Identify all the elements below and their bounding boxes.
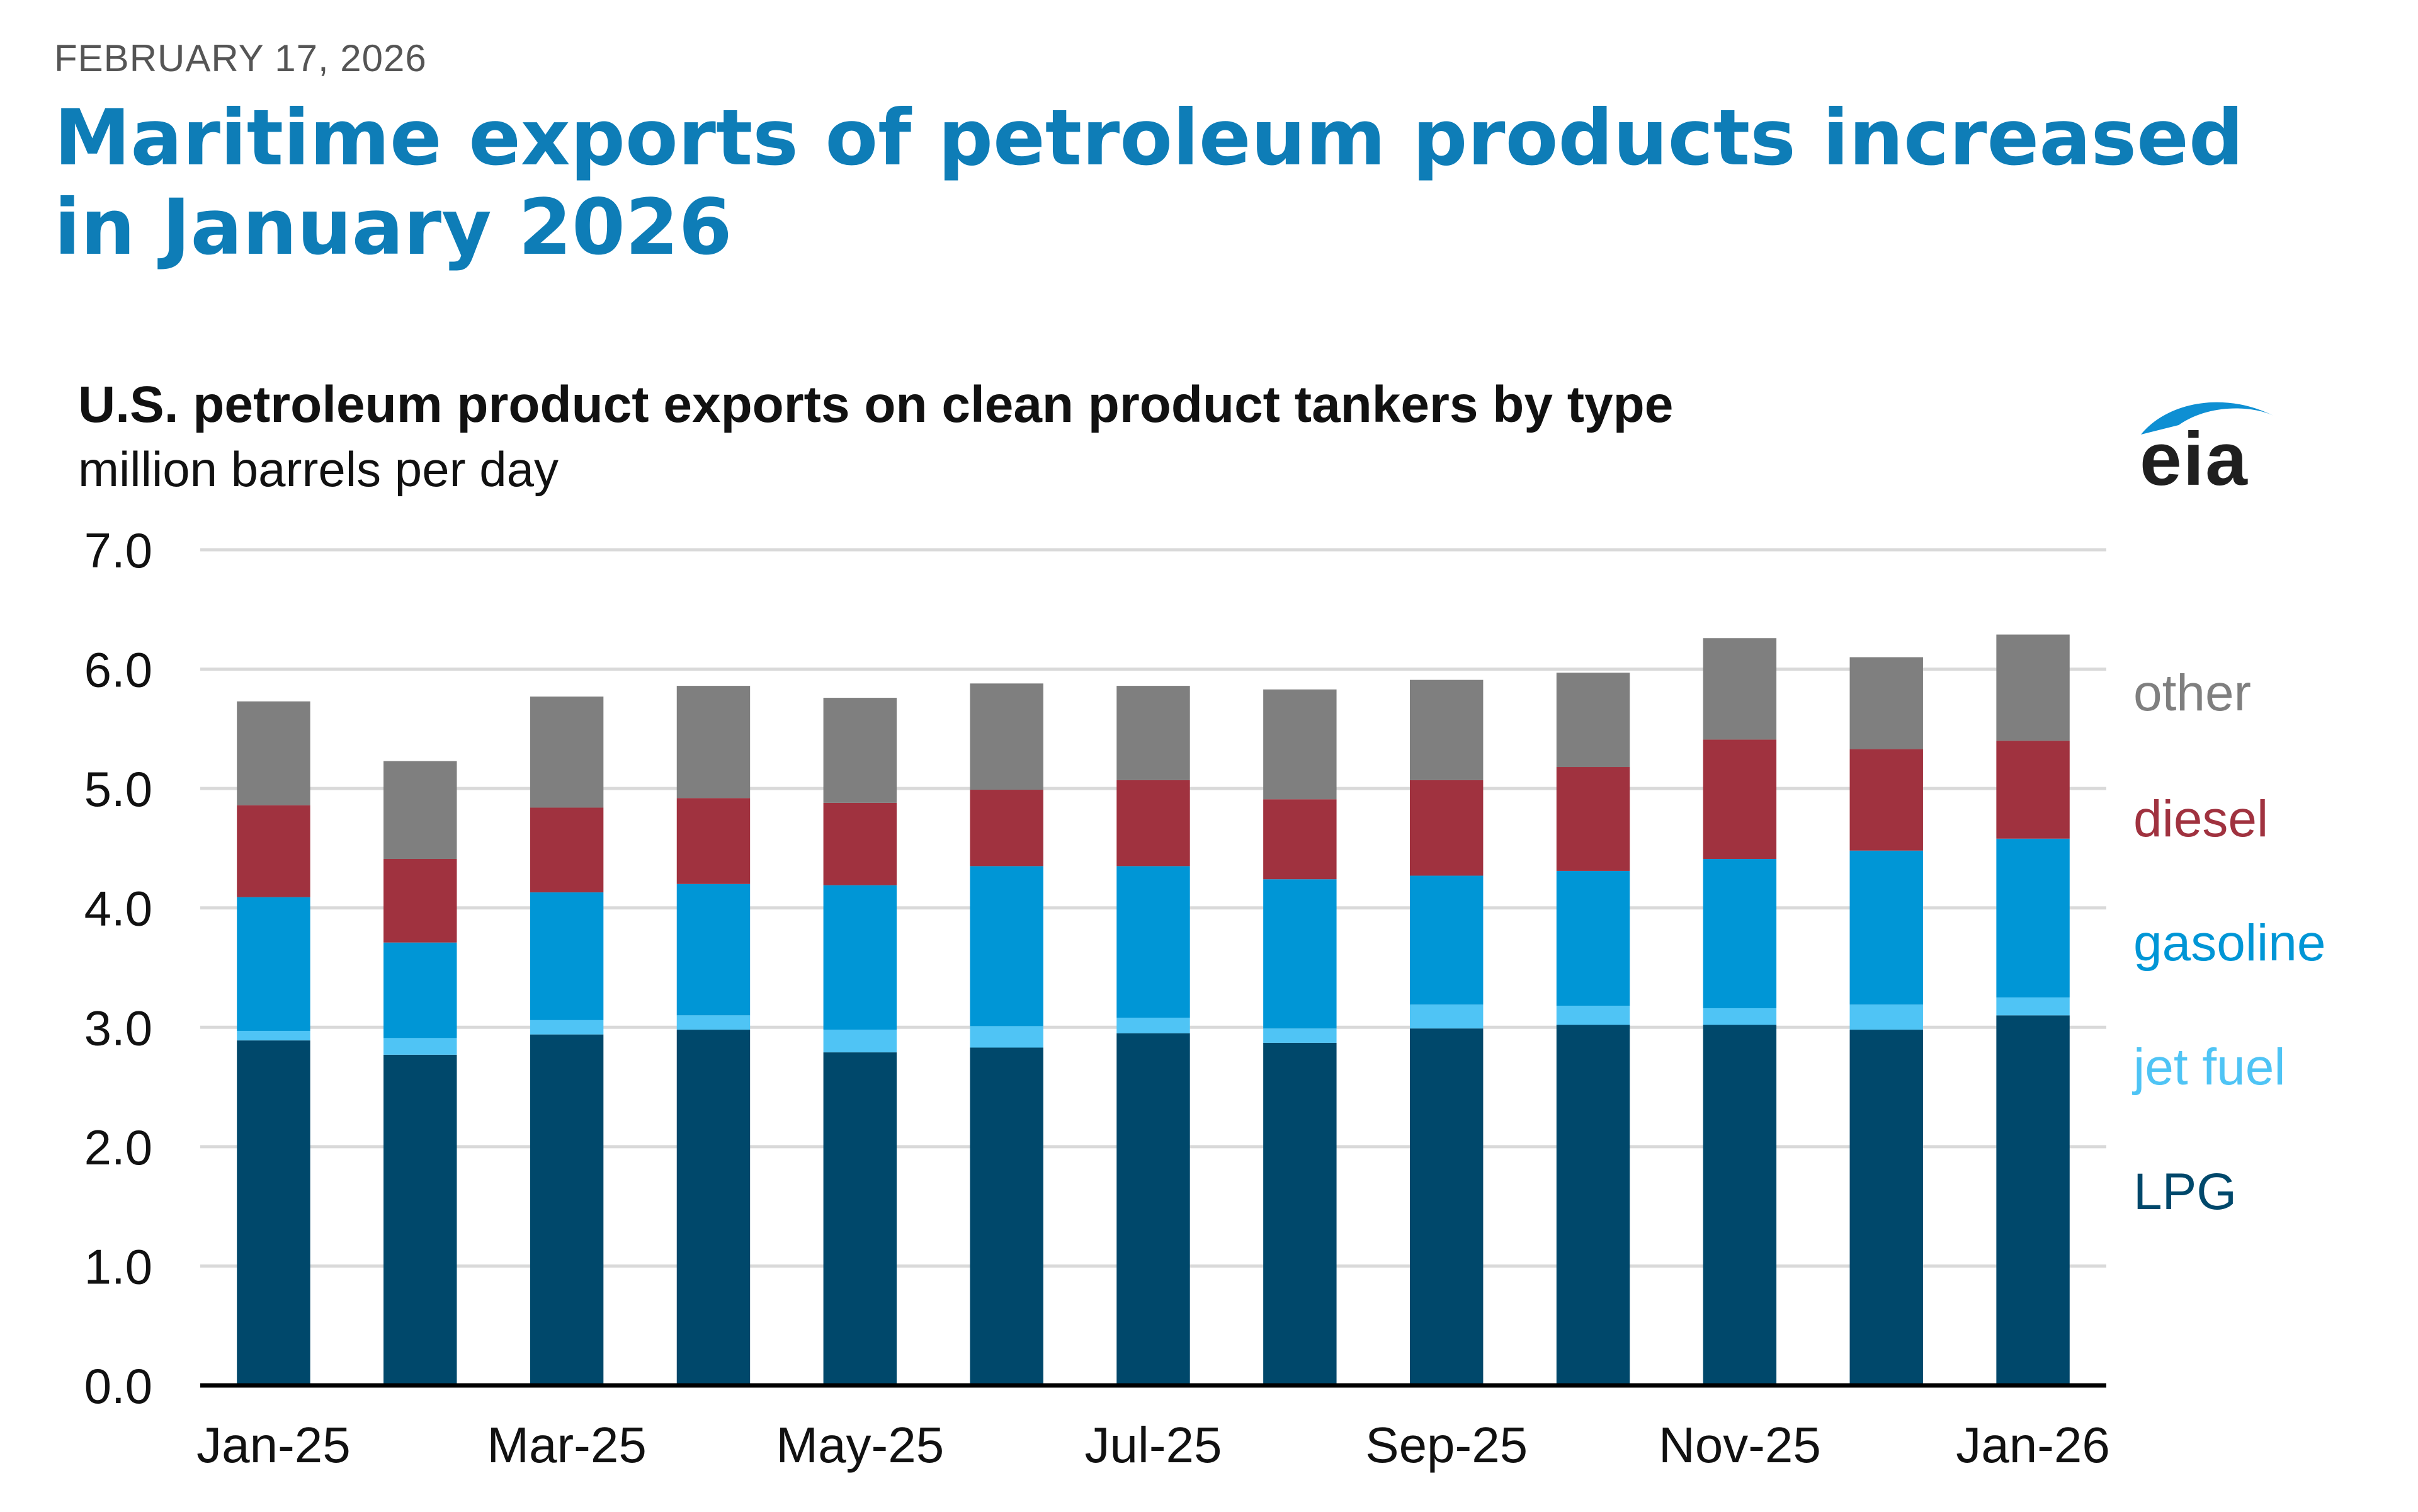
bar-segment	[1263, 689, 1337, 800]
bar-segment	[1703, 739, 1777, 859]
bar-segment	[823, 1052, 897, 1385]
bar-segments	[237, 634, 2070, 1385]
bar-segment	[1263, 879, 1337, 1029]
x-tick-label: Sep-25	[1365, 1417, 1528, 1473]
bar-segment	[1849, 1030, 1923, 1385]
y-tick-label: 4.0	[84, 881, 152, 936]
bar-segment	[530, 1020, 604, 1035]
bar-segment	[970, 866, 1043, 1026]
bar-segment	[1409, 679, 1484, 780]
bar-segment	[237, 1030, 310, 1041]
bar-segment	[676, 798, 751, 884]
bar-segment	[1409, 1028, 1484, 1385]
bar-segment	[1116, 780, 1190, 867]
legend-label-jet-fuel: jet fuel	[2132, 1038, 2286, 1096]
bar-segment	[237, 1040, 310, 1385]
bar-segment	[676, 884, 751, 1016]
bar-segment	[1116, 686, 1190, 780]
legend-label-lpg: LPG	[2133, 1163, 2237, 1220]
bar-segment	[823, 885, 897, 1030]
legend: other diesel gasoline jet fuel LPG	[2132, 664, 2325, 1220]
bar-segment	[1409, 1004, 1484, 1029]
bar-segment	[530, 807, 604, 893]
x-tick-label: Jan-26	[1956, 1417, 2110, 1473]
x-tick-label: Mar-25	[487, 1417, 646, 1473]
bar-segment	[676, 686, 751, 799]
publication-date: FEBRUARY 17, 2026	[54, 37, 427, 79]
bar-segment	[970, 1026, 1043, 1048]
legend-label-diesel: diesel	[2133, 790, 2268, 848]
y-tick-label: 7.0	[84, 523, 152, 578]
bar-segment	[237, 701, 310, 805]
y-tick-label: 6.0	[84, 642, 152, 698]
bar-segment	[1996, 1015, 2070, 1385]
bar-segment	[970, 683, 1043, 790]
bar-segment	[1116, 1018, 1190, 1033]
bar-segment	[530, 892, 604, 1020]
bar-segment	[823, 698, 897, 803]
bar-segment	[1996, 634, 2070, 741]
bar-segment	[1703, 1008, 1777, 1025]
bar-segment	[1996, 838, 2070, 998]
bar-segment	[1556, 673, 1630, 768]
x-tick-labels: Jan-25 Mar-25 May-25 Jul-25 Sep-25 Nov-25 Jan-…	[196, 1417, 2110, 1473]
x-tick-label: Jan-25	[196, 1417, 351, 1473]
y-tick-label: 2.0	[84, 1120, 152, 1175]
bar-segment	[1996, 997, 2070, 1016]
bar-segment	[383, 858, 457, 943]
eia-logo-swoosh-icon	[2141, 402, 2273, 435]
y-tick-label: 3.0	[84, 1000, 152, 1055]
chart-subtitle: million barrels per day	[78, 441, 559, 497]
chart-title: U.S. petroleum product exports on clean …	[78, 376, 1674, 433]
bar-segment	[1703, 858, 1777, 1008]
legend-label-gasoline: gasoline	[2133, 914, 2325, 972]
y-tick-label: 0.0	[84, 1358, 152, 1414]
bar-segment	[530, 1034, 604, 1385]
bar-segment	[237, 805, 310, 897]
bar-segment	[1116, 1033, 1190, 1385]
x-tick-label: May-25	[776, 1417, 944, 1473]
bar-segment	[1849, 1004, 1923, 1030]
bar-segment	[383, 1054, 457, 1385]
y-tick-label: 5.0	[84, 761, 152, 817]
bar-segment	[823, 1030, 897, 1053]
bar-segment	[1849, 850, 1923, 1005]
bar-segment	[1849, 657, 1923, 749]
bar-segment	[1996, 741, 2070, 839]
bar-segment	[1409, 780, 1484, 876]
bar-segment	[383, 1038, 457, 1055]
bar-segment	[970, 790, 1043, 867]
bar-segment	[1556, 767, 1630, 871]
bar-segment	[530, 696, 604, 808]
y-tick-labels: 0.0 1.0 2.0 3.0 4.0 5.0 6.0 7.0	[84, 523, 152, 1414]
eia-logo: eia	[2140, 417, 2249, 501]
bar-segment	[823, 802, 897, 885]
bar-segment	[1263, 1028, 1337, 1043]
bar-segment	[383, 942, 457, 1038]
bar-segment	[676, 1030, 751, 1385]
bar-segment	[237, 897, 310, 1031]
headline: Maritime exports of petroleum products i…	[54, 93, 2244, 272]
bar-segment	[1849, 749, 1923, 851]
y-tick-label: 1.0	[84, 1239, 152, 1294]
x-tick-label: Jul-25	[1085, 1417, 1222, 1473]
bar-segment	[383, 761, 457, 859]
bar-segment	[1116, 866, 1190, 1018]
legend-label-other: other	[2133, 664, 2251, 722]
x-tick-label: Nov-25	[1659, 1417, 1821, 1473]
bar-segment	[1263, 1042, 1337, 1385]
bar-segment	[1409, 875, 1484, 1005]
bar-segment	[1703, 638, 1777, 740]
bar-segment	[970, 1047, 1043, 1385]
bar-segment	[1703, 1025, 1777, 1385]
bar-segment	[676, 1015, 751, 1030]
bar-segment	[1556, 1006, 1630, 1025]
bar-segment	[1556, 870, 1630, 1006]
bar-segment	[1556, 1025, 1630, 1385]
bar-segment	[1263, 799, 1337, 880]
